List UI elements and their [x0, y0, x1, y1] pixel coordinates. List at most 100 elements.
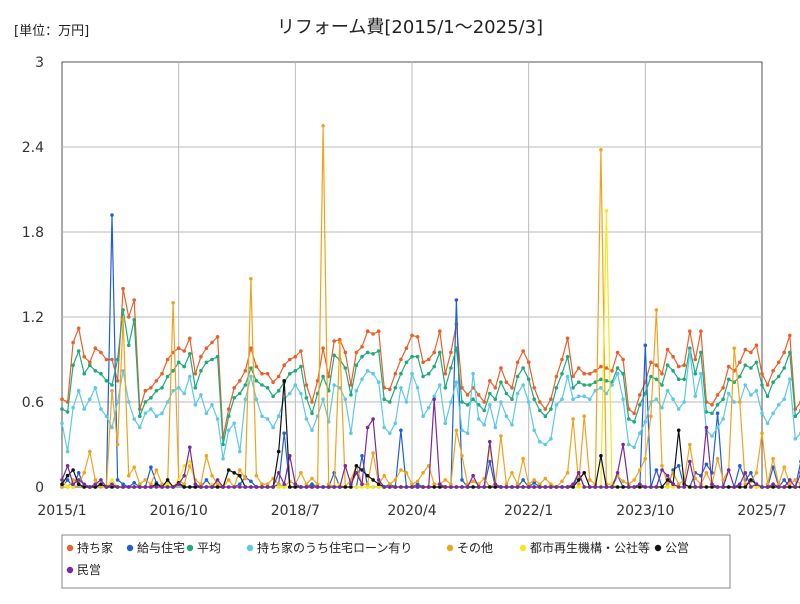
y-tick-label: 0: [35, 480, 44, 496]
data-point: [465, 403, 470, 407]
data-point: [499, 400, 503, 404]
data-point: [132, 465, 136, 470]
y-tick-label: 0.6: [22, 395, 44, 411]
data-point: [215, 354, 220, 359]
data-point: [688, 459, 692, 464]
data-point: [471, 397, 475, 402]
data-point: [576, 366, 581, 370]
legend-label: 持ち家のうち住宅ローン有り: [257, 540, 412, 555]
data-point: [76, 349, 81, 353]
legend-label: 平均: [197, 541, 221, 555]
data-point: [582, 383, 586, 387]
data-point: [626, 442, 631, 447]
data-point: [610, 383, 614, 387]
data-point: [660, 464, 664, 468]
data-point: [238, 449, 242, 454]
data-point: [188, 459, 192, 464]
legend-item: その他: [446, 541, 493, 555]
data-point: [76, 482, 81, 487]
data-point: [415, 482, 420, 487]
data-point: [788, 377, 792, 382]
data-point: [165, 400, 170, 404]
data-point: [93, 369, 98, 373]
data-point: [465, 393, 470, 397]
data-point: [188, 352, 192, 356]
legend-label: 民営: [77, 563, 101, 577]
data-point: [354, 471, 359, 475]
data-point: [754, 360, 759, 365]
data-point: [765, 482, 770, 487]
data-point: [338, 386, 342, 390]
data-point: [104, 485, 109, 489]
data-point: [404, 346, 409, 351]
data-point: [526, 482, 531, 487]
data-point: [343, 464, 348, 468]
data-point: [532, 478, 536, 482]
data-point: [654, 308, 659, 312]
data-point: [388, 482, 392, 487]
data-point: [126, 343, 131, 348]
data-point: [521, 383, 525, 387]
x-axis-ticks: 2015/1 2016/10 2018/7 2020/4 2022/1 2023/10 20…: [37, 503, 786, 519]
data-point: [643, 420, 648, 424]
data-point: [321, 124, 325, 128]
data-point: [738, 400, 742, 404]
data-point: [782, 397, 786, 402]
data-point: [104, 414, 109, 419]
data-point: [99, 478, 103, 482]
data-point: [238, 379, 242, 383]
data-point: [60, 482, 64, 487]
data-point: [538, 485, 542, 489]
data-point: [88, 363, 92, 368]
data-point: [688, 329, 692, 334]
data-point: [743, 471, 748, 475]
data-point: [593, 485, 598, 489]
series-3: [60, 308, 800, 447]
x-tick-label: 2022/1: [504, 503, 553, 519]
data-point: [243, 369, 248, 373]
data-point: [549, 397, 553, 402]
data-point: [265, 417, 270, 421]
data-point: [115, 357, 120, 362]
data-point: [588, 478, 592, 482]
data-point: [260, 482, 264, 487]
data-point: [443, 386, 448, 390]
unit-label: [単位：万円]: [14, 23, 89, 39]
data-point: [160, 371, 164, 376]
data-point: [338, 485, 342, 489]
data-point: [399, 428, 403, 433]
data-point: [382, 397, 387, 402]
data-point: [182, 349, 186, 353]
data-point: [599, 148, 603, 152]
legend-label: 給与住宅: [137, 540, 185, 555]
data-point: [671, 485, 675, 489]
data-point: [393, 421, 398, 426]
data-point: [254, 485, 259, 489]
data-point: [415, 479, 420, 484]
data-point: [526, 400, 531, 404]
data-point: [343, 397, 348, 402]
data-point: [249, 374, 253, 379]
data-point: [176, 346, 181, 351]
data-point: [321, 374, 325, 379]
data-point: [454, 428, 459, 433]
data-point: [65, 485, 70, 489]
data-point: [721, 485, 725, 489]
data-point: [432, 485, 437, 489]
data-point: [515, 374, 520, 379]
data-point: [771, 380, 775, 385]
data-point: [215, 478, 220, 482]
chart-title: リフォーム費[2015/1～2025/3]: [277, 17, 543, 38]
data-point: [93, 386, 98, 390]
data-point: [754, 388, 759, 393]
series-1: [60, 286, 800, 440]
data-point: [204, 454, 209, 458]
data-point: [99, 371, 103, 376]
data-point: [143, 400, 148, 404]
data-point: [310, 400, 314, 404]
data-point: [665, 485, 670, 489]
data-point: [160, 411, 164, 416]
data-point: [760, 411, 764, 416]
data-point: [60, 407, 64, 411]
data-point: [621, 442, 625, 447]
